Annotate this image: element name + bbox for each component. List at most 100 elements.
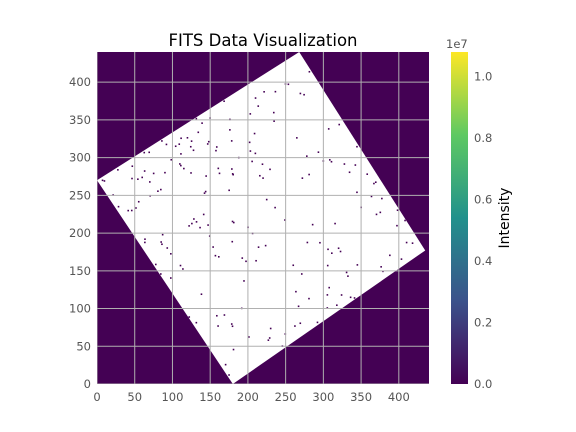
nan-speck xyxy=(229,129,231,131)
nan-speck xyxy=(330,160,333,163)
nan-speck xyxy=(349,296,352,299)
nan-speck xyxy=(161,140,163,142)
nan-speck xyxy=(212,246,214,248)
nan-speck xyxy=(248,141,251,144)
nan-speck xyxy=(373,182,375,185)
nan-speck xyxy=(231,168,233,170)
nan-speck xyxy=(228,189,230,192)
nan-speck xyxy=(380,266,382,268)
nan-speck xyxy=(379,211,382,214)
colorbar-ticks: 0.0 0.2 0.4 0.6 0.8 1.0 xyxy=(474,70,492,391)
nan-speck xyxy=(308,70,311,73)
nan-speck xyxy=(301,177,304,179)
nan-speck xyxy=(262,177,264,179)
nan-speck xyxy=(195,321,198,324)
colorbar-gradient xyxy=(451,52,468,384)
nan-speck xyxy=(160,241,162,243)
nan-speck xyxy=(251,160,253,163)
colorbar-multiplier: 1e7 xyxy=(446,37,468,51)
nan-speck xyxy=(326,264,329,267)
nan-speck xyxy=(356,145,358,148)
nan-speck xyxy=(152,172,155,175)
nan-speck xyxy=(190,140,193,142)
nan-speck xyxy=(180,153,182,155)
nan-speck xyxy=(232,221,235,224)
nan-speck xyxy=(327,128,330,130)
y-tick-label: 0 xyxy=(84,377,91,391)
nan-speck xyxy=(243,280,245,282)
nan-speck xyxy=(245,260,247,263)
nan-speck xyxy=(317,151,320,153)
nan-speck xyxy=(178,143,181,145)
nan-speck xyxy=(117,205,120,208)
nan-speck xyxy=(201,122,203,124)
nan-speck xyxy=(356,191,358,194)
nan-speck xyxy=(253,132,256,135)
nan-speck xyxy=(206,143,209,145)
nan-speck xyxy=(216,314,218,317)
nan-speck xyxy=(180,137,182,140)
nan-speck xyxy=(311,223,314,226)
nan-speck xyxy=(254,97,257,99)
nan-speck xyxy=(180,164,182,167)
nan-speck xyxy=(264,244,267,247)
nan-speck xyxy=(144,241,146,244)
nan-speck xyxy=(130,209,133,212)
nan-speck xyxy=(193,218,195,220)
nan-speck xyxy=(200,293,203,296)
nan-speck xyxy=(195,221,198,223)
chart-title: FITS Data Visualization xyxy=(168,31,357,50)
nan-speck xyxy=(316,321,319,324)
y-tick-label: 300 xyxy=(69,151,91,165)
nan-speck xyxy=(215,146,218,148)
nan-speck xyxy=(148,151,151,154)
x-tick-label: 200 xyxy=(237,390,259,404)
nan-speck xyxy=(231,220,234,223)
nan-speck xyxy=(300,273,303,275)
nan-speck xyxy=(207,224,209,226)
nan-speck xyxy=(255,259,257,262)
nan-speck xyxy=(295,290,297,293)
nan-speck xyxy=(157,190,159,193)
nan-speck xyxy=(308,173,310,176)
nan-speck xyxy=(299,92,302,95)
colorbar-tick-label: 1.0 xyxy=(474,70,492,84)
nan-speck xyxy=(207,140,210,143)
nan-speck xyxy=(160,273,162,275)
nan-speck xyxy=(272,111,275,114)
nan-speck xyxy=(265,198,268,201)
nan-speck xyxy=(345,271,348,274)
x-tick-label: 50 xyxy=(127,390,142,404)
nan-speck xyxy=(319,241,321,244)
colorbar-label: Intensity xyxy=(497,188,513,249)
x-tick-label: 150 xyxy=(199,390,221,404)
nan-speck xyxy=(127,209,130,212)
nan-speck xyxy=(331,252,333,254)
nan-speck xyxy=(232,348,235,351)
nan-speck xyxy=(308,297,310,300)
nan-speck xyxy=(135,207,137,209)
nan-speck xyxy=(396,224,398,227)
nan-speck xyxy=(259,174,261,177)
nan-speck xyxy=(154,263,157,266)
nan-speck xyxy=(230,323,233,325)
nan-speck xyxy=(103,180,106,182)
nan-speck xyxy=(269,168,271,171)
nan-speck xyxy=(354,164,357,166)
nan-speck xyxy=(205,175,207,177)
nan-speck xyxy=(160,188,162,191)
nan-speck xyxy=(299,322,302,325)
nan-speck xyxy=(179,163,181,165)
nan-speck xyxy=(174,145,177,148)
nan-speck xyxy=(269,327,272,330)
nan-speck xyxy=(223,314,226,316)
x-tick-label: 100 xyxy=(161,390,183,404)
x-tick-label: 400 xyxy=(388,390,410,404)
nan-speck xyxy=(214,254,217,257)
nan-speck xyxy=(131,165,134,168)
nan-speck xyxy=(374,181,377,184)
plot-area xyxy=(97,52,429,384)
colorbar-tick-label: 0.8 xyxy=(474,131,492,145)
nan-speck xyxy=(144,238,146,240)
y-tick-label: 200 xyxy=(69,226,91,240)
